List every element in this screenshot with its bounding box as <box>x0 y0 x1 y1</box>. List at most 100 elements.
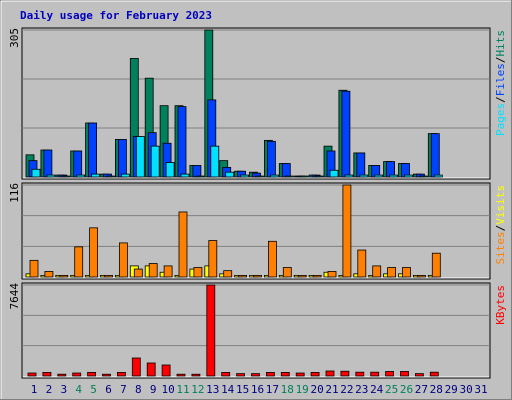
bar <box>191 373 201 377</box>
bar <box>121 173 130 178</box>
bar <box>430 133 440 178</box>
bar <box>370 371 380 377</box>
bar <box>148 263 158 278</box>
bar <box>255 175 264 178</box>
bar <box>295 372 305 377</box>
panel <box>21 27 491 180</box>
bar <box>221 372 231 377</box>
x-tick-label: 21 <box>325 383 338 396</box>
bar <box>165 162 175 178</box>
bar <box>267 240 277 278</box>
bar <box>76 174 86 178</box>
bar <box>131 357 141 377</box>
bar <box>312 275 322 278</box>
bar <box>281 163 291 178</box>
x-tick-label: 5 <box>90 383 97 396</box>
x-tick-label: 25 <box>385 383 398 396</box>
bar <box>61 175 71 178</box>
x-tick-label: 9 <box>150 383 157 396</box>
bar <box>176 373 186 377</box>
bar <box>385 371 395 377</box>
bar <box>27 372 37 377</box>
bar <box>46 174 56 178</box>
bar <box>431 252 441 278</box>
bar <box>236 373 246 377</box>
bar <box>342 184 352 278</box>
x-tick-label: 28 <box>430 383 443 396</box>
y-tick-label: 7644 <box>8 283 21 310</box>
legend: Pages/Files/Hits <box>494 30 507 136</box>
bar <box>402 267 411 278</box>
bar <box>59 275 69 278</box>
bar <box>240 174 250 178</box>
x-tick-label: 11 <box>176 383 189 396</box>
bar <box>193 267 203 278</box>
bar <box>177 106 187 178</box>
bar <box>118 139 127 178</box>
bar <box>251 373 260 377</box>
x-tick-label: 15 <box>236 383 249 396</box>
bar <box>135 136 145 178</box>
x-tick-label: 22 <box>340 383 353 396</box>
bar <box>429 371 439 377</box>
x-tick-label: 8 <box>135 383 142 396</box>
bar <box>88 122 97 178</box>
bar <box>404 174 413 178</box>
bar <box>325 370 335 377</box>
bar <box>29 259 39 278</box>
legend-entry: Visits <box>494 185 507 225</box>
x-tick-label: 23 <box>355 383 368 396</box>
x-tick-label: 16 <box>251 383 264 396</box>
bar <box>42 372 52 377</box>
bar <box>180 173 190 178</box>
x-tick-label: 31 <box>474 383 487 396</box>
bar <box>359 174 369 178</box>
bar <box>340 370 350 377</box>
bar <box>414 373 424 377</box>
bar <box>74 246 84 278</box>
x-tick-label: 12 <box>191 383 204 396</box>
bar <box>355 371 365 377</box>
x-tick-label: 3 <box>60 383 67 396</box>
bar <box>344 174 354 178</box>
bar <box>416 275 426 278</box>
legend-entry: Files <box>494 63 507 96</box>
x-tick-label: 7 <box>120 383 127 396</box>
bar <box>87 372 96 377</box>
x-tick-label: 2 <box>46 383 53 396</box>
legend-separator: / <box>494 225 507 232</box>
bar <box>310 372 320 377</box>
bar <box>418 175 428 178</box>
legend-entry: Pages <box>494 103 507 136</box>
x-tick-label: 19 <box>296 383 309 396</box>
legend: Sites/Visits <box>494 185 507 265</box>
x-tick-label: 29 <box>445 383 458 396</box>
x-tick-label: 4 <box>75 383 82 396</box>
legend-entry: Hits <box>494 30 507 57</box>
bar <box>266 140 276 178</box>
bar <box>208 240 218 278</box>
bar <box>280 372 290 377</box>
bar <box>282 267 292 278</box>
bar <box>102 373 111 377</box>
bar <box>357 249 367 278</box>
bar <box>146 362 156 377</box>
x-tick-label: 26 <box>400 383 413 396</box>
bar <box>253 275 262 278</box>
bar <box>374 174 384 178</box>
bar <box>387 267 397 278</box>
bar <box>73 150 83 178</box>
legend-entry: Sites <box>494 231 507 264</box>
bar <box>299 175 309 178</box>
bar <box>400 371 409 377</box>
bar <box>178 211 188 278</box>
bar <box>119 242 128 278</box>
legend-separator: / <box>494 57 507 64</box>
x-tick-label: 18 <box>281 383 294 396</box>
bar <box>314 175 324 178</box>
x-tick-label: 10 <box>161 383 174 396</box>
bar <box>341 90 351 178</box>
bar <box>117 372 126 377</box>
bar <box>225 171 235 178</box>
